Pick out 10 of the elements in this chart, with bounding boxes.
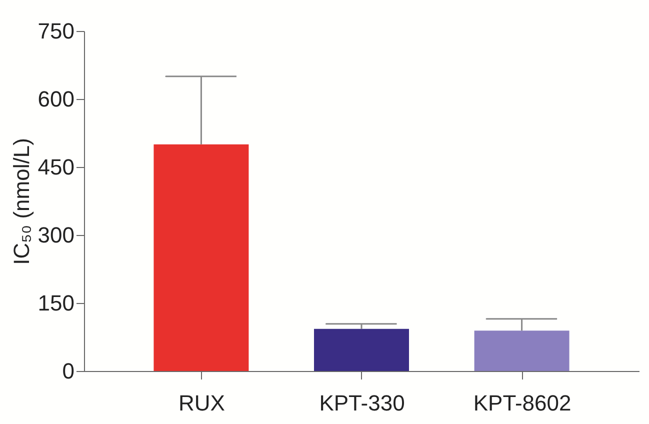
y-tick-label: 600 (38, 86, 74, 112)
x-tick-label: RUX (178, 390, 226, 416)
y-tick-label: 300 (38, 222, 74, 248)
y-tick-label: 0 (62, 358, 74, 384)
x-tick-label: KPT-330 (319, 390, 405, 416)
y-tick-label: 750 (38, 18, 74, 44)
y-tick-label: 450 (38, 154, 74, 180)
y-tick-label: 150 (38, 290, 74, 316)
y-axis-title: IC₅₀ (nmol/L) (8, 138, 34, 265)
x-tick-label: KPT-8602 (473, 390, 572, 416)
